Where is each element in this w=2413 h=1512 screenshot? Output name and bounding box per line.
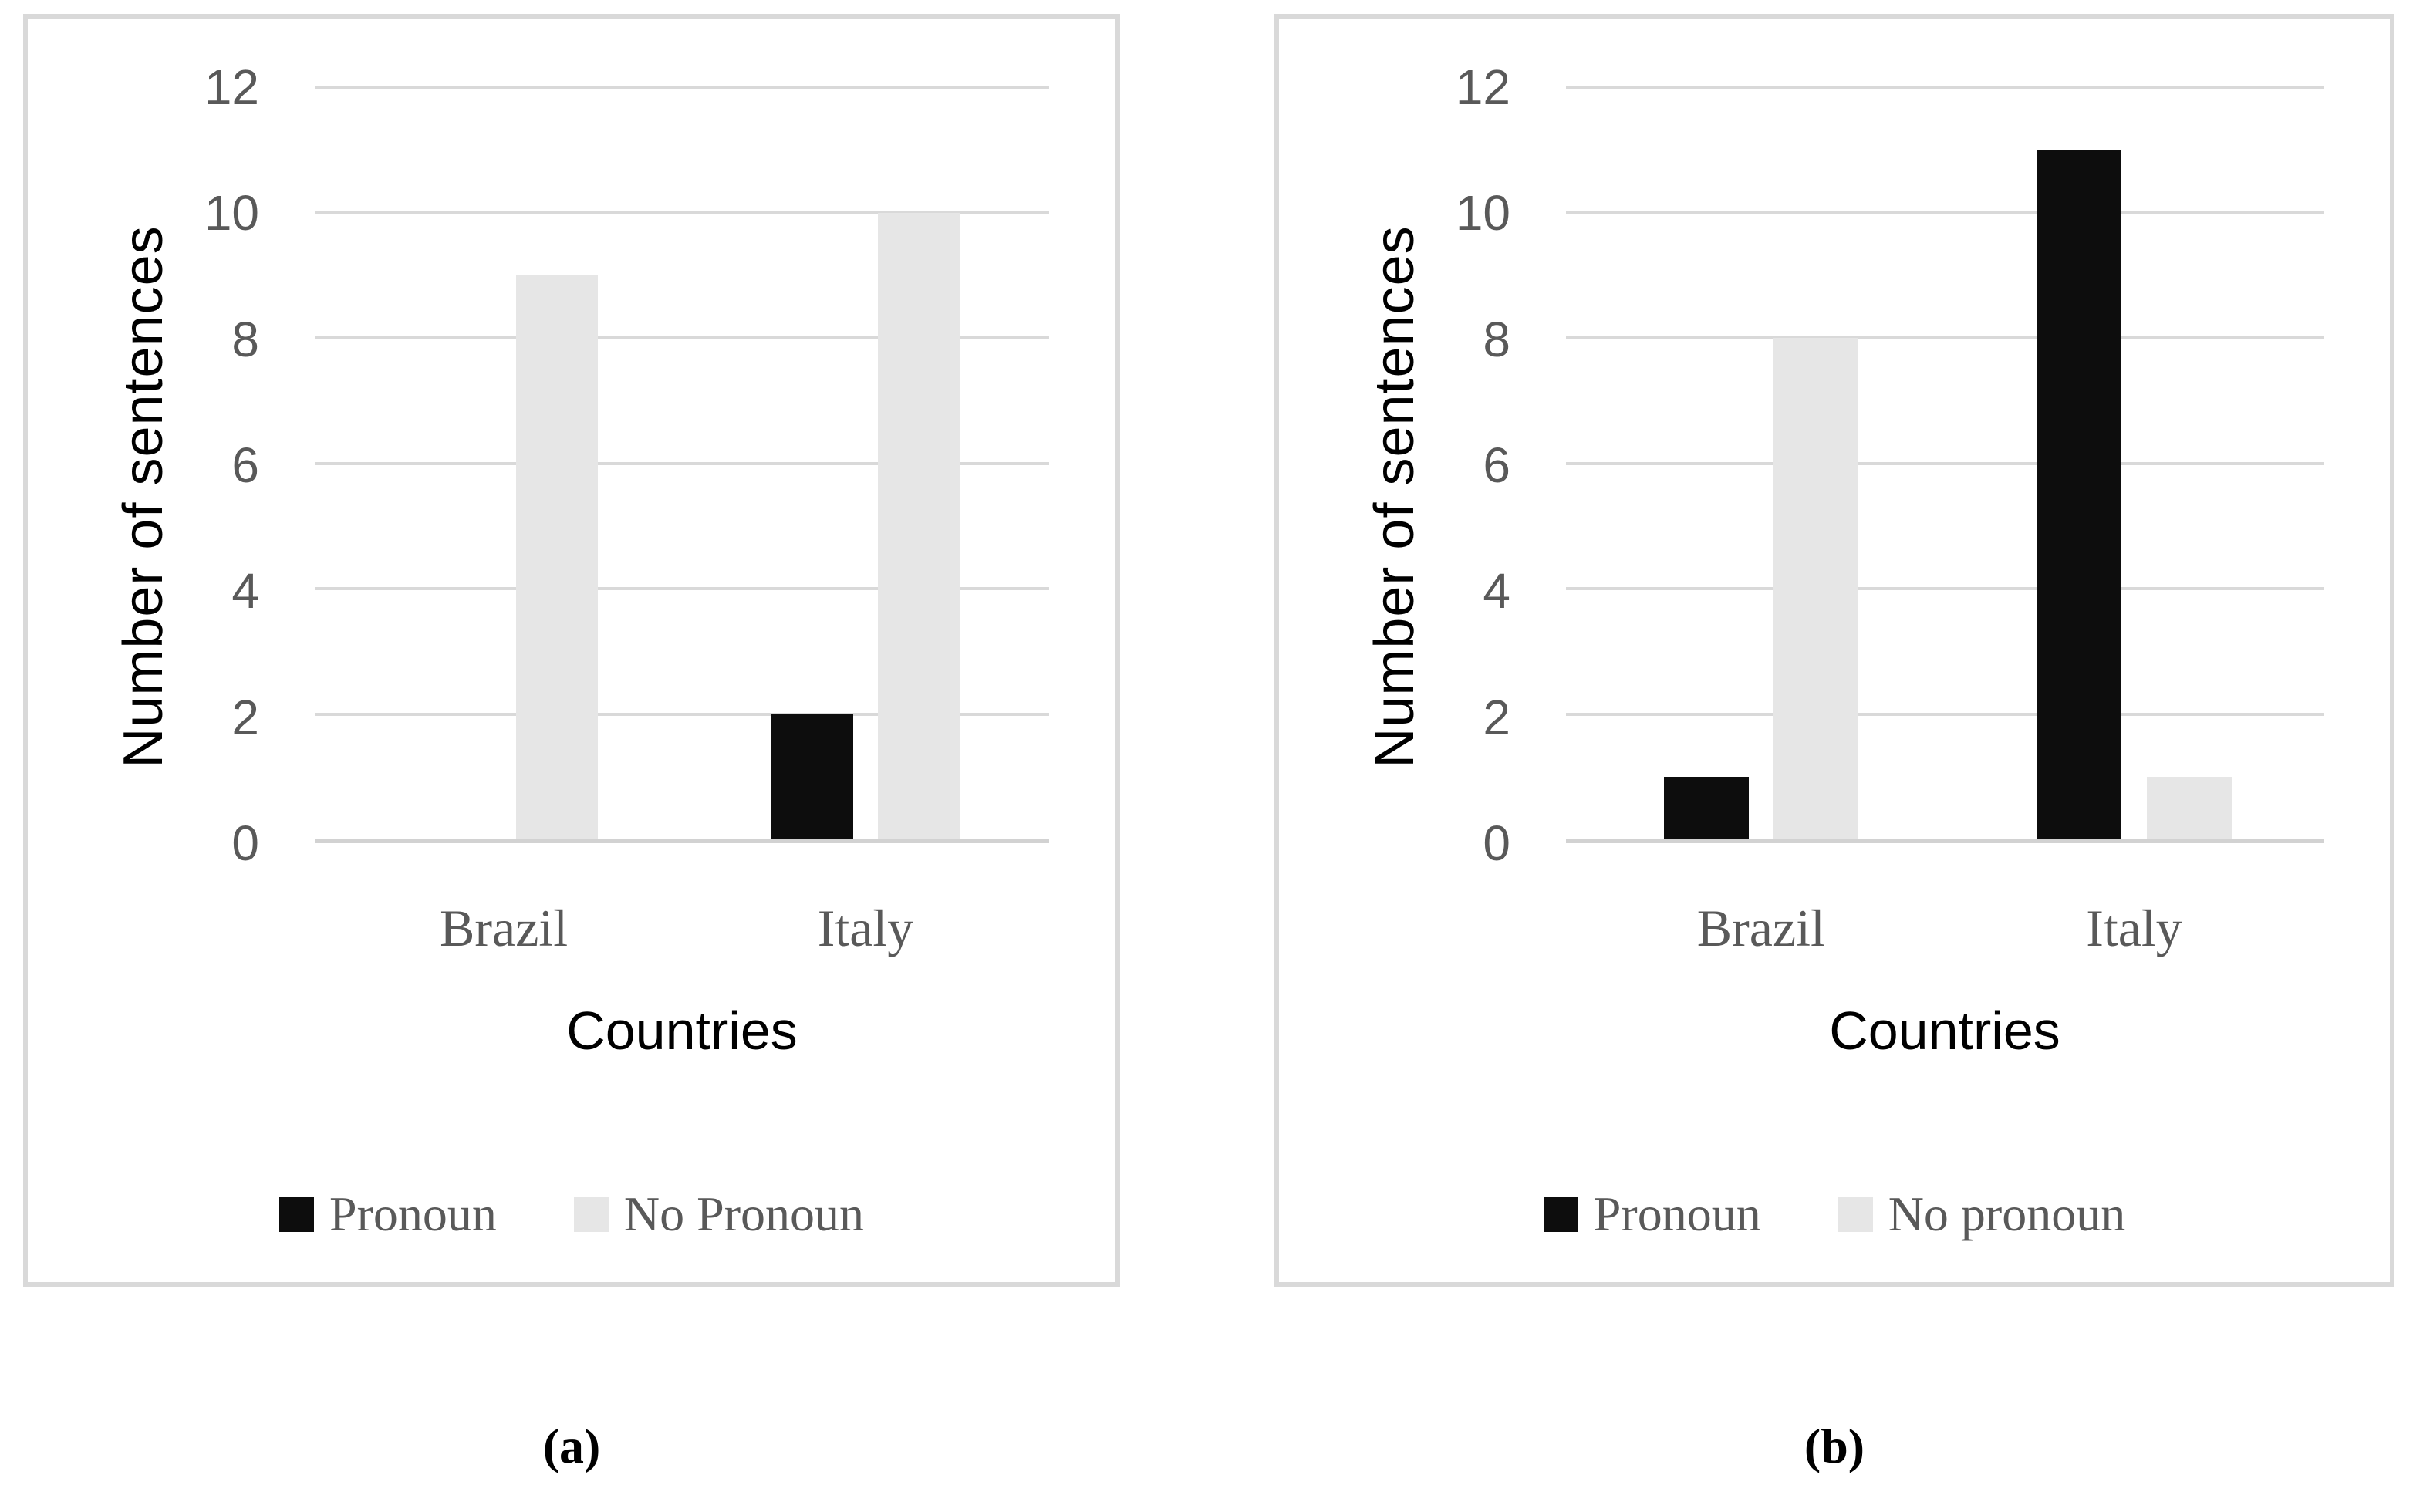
x-axis-category-labels: Brazil Italy: [315, 898, 1049, 967]
y-axis-tick-label: 8: [1483, 311, 1510, 367]
y-axis-tick-labels: 0 2 4 6 8 10 12: [1279, 62, 1510, 868]
x-axis-title: Countries: [566, 1001, 798, 1061]
legend-label-no-pronoun: No pronoun: [1888, 1186, 2126, 1241]
legend-swatch-pronoun: [278, 1196, 314, 1232]
panel-caption-a: (a): [542, 1419, 601, 1473]
gridline: [1566, 712, 2324, 716]
category-label-brazil: Brazil: [1696, 899, 1825, 957]
legend-swatch-no-pronoun: [573, 1196, 609, 1232]
y-axis-tick-label: 0: [1483, 815, 1510, 871]
panel-caption-b: (b): [1804, 1419, 1865, 1473]
y-axis-tick-label: 8: [231, 311, 259, 367]
legend-label-no-pronoun: No Pronoun: [623, 1186, 865, 1241]
y-axis-tick-label: 10: [1455, 185, 1510, 241]
y-axis-tick-labels: 0 2 4 6 8 10 12: [28, 62, 259, 868]
y-axis-tick-label: 12: [1455, 59, 1510, 115]
y-axis-tick-label: 2: [231, 689, 259, 745]
gridline: [315, 336, 1049, 339]
y-axis-tick-label: 6: [1483, 437, 1510, 493]
x-axis-title: Countries: [1829, 1001, 2060, 1061]
legend-label-pronoun: Pronoun: [329, 1186, 497, 1241]
legend-item-pronoun: Pronoun: [1543, 1186, 1761, 1243]
legend-label-pronoun: Pronoun: [1593, 1186, 1761, 1241]
chart-legend: Pronoun No Pronoun: [28, 1172, 1115, 1257]
gridline: [315, 86, 1049, 89]
x-axis-category-labels: Brazil Italy: [1566, 898, 2324, 967]
bar-italy-pronoun: [771, 714, 854, 839]
plot-area: [1566, 86, 2324, 843]
gridline: [1566, 211, 2324, 214]
bar-italy-no-pronoun: [2146, 776, 2232, 839]
bar-italy-no-pronoun: [877, 212, 960, 839]
gridline: [315, 211, 1049, 214]
y-axis-tick-label: 6: [231, 437, 259, 493]
y-axis-tick-label: 2: [1483, 689, 1510, 745]
gridline: [1566, 336, 2324, 339]
legend-item-pronoun: Pronoun: [278, 1186, 497, 1243]
plot-area: [315, 86, 1049, 843]
gridline: [1566, 586, 2324, 590]
chart-panel-b: Number of sentences 0 2 4 6 8 10 12 Brazil Ital…: [1274, 14, 2394, 1287]
gridline: [315, 712, 1049, 716]
chart-panel-a: Number of sentences 0 2 4 6 8 10 12 Brazil Ital…: [23, 14, 1120, 1287]
y-axis-tick-label: 4: [231, 563, 259, 619]
bar-brazil-no-pronoun: [1773, 338, 1859, 839]
y-axis-tick-label: 10: [204, 185, 259, 241]
category-label-brazil: Brazil: [440, 899, 569, 957]
bar-brazil-no-pronoun: [515, 275, 599, 839]
legend-swatch-no-pronoun: [1838, 1196, 1873, 1232]
y-axis-tick-label: 0: [231, 815, 259, 871]
legend-item-no-pronoun: No pronoun: [1838, 1186, 2126, 1243]
category-label-italy: Italy: [817, 899, 914, 957]
gridline: [1566, 86, 2324, 89]
category-label-italy: Italy: [2086, 899, 2182, 957]
gridline: [1566, 461, 2324, 465]
legend-item-no-pronoun: No Pronoun: [573, 1186, 865, 1243]
bar-brazil-pronoun: [1663, 776, 1749, 839]
gridline: [315, 586, 1049, 590]
gridline: [315, 461, 1049, 465]
y-axis-tick-label: 4: [1483, 563, 1510, 619]
legend-swatch-pronoun: [1543, 1196, 1578, 1232]
chart-legend: Pronoun No pronoun: [1279, 1172, 2390, 1257]
y-axis-tick-label: 12: [204, 59, 259, 115]
bar-italy-pronoun: [2037, 150, 2122, 839]
